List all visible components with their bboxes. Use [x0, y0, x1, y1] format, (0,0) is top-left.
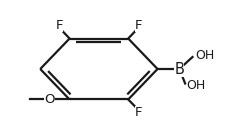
- Text: F: F: [134, 19, 142, 32]
- Text: OH: OH: [185, 79, 204, 92]
- Text: F: F: [134, 106, 142, 119]
- Text: B: B: [174, 62, 183, 76]
- Text: F: F: [55, 19, 63, 32]
- Text: O: O: [44, 93, 54, 106]
- Text: OH: OH: [194, 49, 213, 62]
